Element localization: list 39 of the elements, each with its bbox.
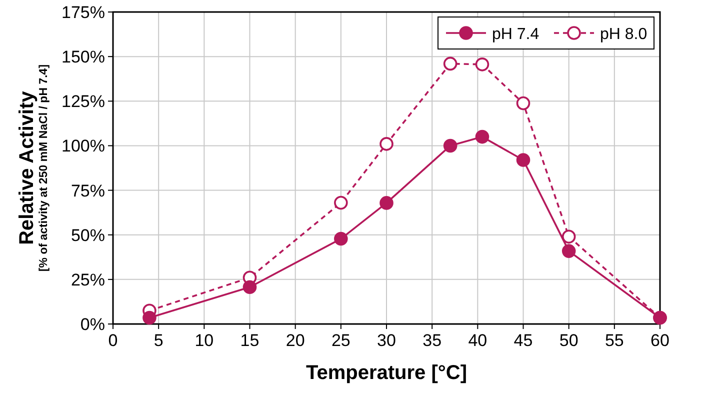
legend-label: pH 8.0 bbox=[600, 26, 648, 43]
x-tick-label: 15 bbox=[240, 331, 260, 350]
x-tick-label: 60 bbox=[650, 331, 670, 350]
point bbox=[242, 280, 257, 294]
x-tick-label: 0 bbox=[108, 331, 118, 350]
y-tick-label: 50% bbox=[70, 226, 105, 245]
y-tick-label: 0% bbox=[80, 315, 105, 334]
x-tick-label: 40 bbox=[468, 331, 488, 350]
point bbox=[142, 310, 156, 325]
point bbox=[516, 153, 530, 167]
point bbox=[443, 56, 458, 71]
y-tick-label: 100% bbox=[62, 136, 105, 156]
point bbox=[380, 196, 394, 210]
x-axis-title: Temperature [°C] bbox=[306, 362, 467, 384]
point bbox=[516, 96, 530, 110]
y-tick-label: 175% bbox=[62, 3, 105, 22]
point bbox=[562, 230, 576, 244]
point bbox=[562, 244, 576, 258]
x-tick-label: 20 bbox=[286, 331, 305, 350]
x-tick-label: 25 bbox=[331, 331, 350, 350]
y-tick-label: 25% bbox=[70, 270, 105, 290]
x-tick-label: 55 bbox=[604, 331, 624, 350]
point bbox=[334, 232, 348, 246]
y-tick-label: 75% bbox=[70, 181, 105, 200]
legend-label: pH 7.4 bbox=[492, 26, 540, 43]
y-tick-label: 125% bbox=[62, 92, 105, 112]
x-tick-label: 5 bbox=[154, 331, 164, 350]
point bbox=[334, 196, 348, 210]
y-tick-label: 150% bbox=[62, 48, 105, 67]
x-tick-label: 35 bbox=[422, 331, 442, 350]
x-tick-label: 10 bbox=[194, 331, 214, 350]
point bbox=[475, 58, 490, 72]
point bbox=[380, 137, 394, 151]
point bbox=[443, 138, 458, 153]
x-tick-label: 50 bbox=[559, 331, 578, 350]
y-axis-title: Relative Activity [% of activity at 250 mM NaCl / pH 7.4] bbox=[16, 64, 50, 272]
x-tick-label: 30 bbox=[377, 331, 396, 350]
point bbox=[475, 130, 490, 144]
x-tick-label: 45 bbox=[514, 331, 533, 350]
